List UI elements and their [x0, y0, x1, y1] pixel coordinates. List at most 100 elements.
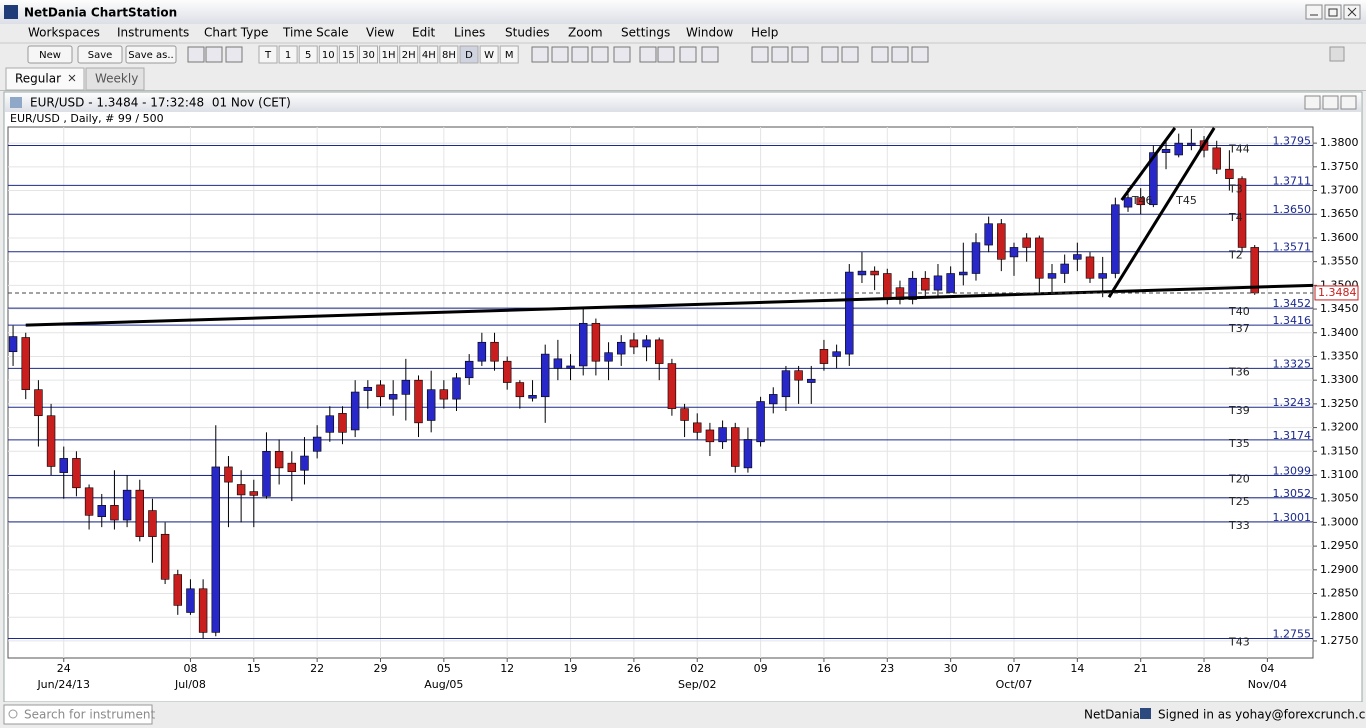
period-button[interactable]: [419, 45, 439, 64]
toolbar-icon[interactable]: [911, 46, 929, 63]
annotation: T46: [1131, 194, 1153, 207]
candle-body: [629, 339, 639, 348]
tab-label: Weekly: [95, 72, 138, 86]
y-tick-label: 1.3050: [1320, 492, 1359, 505]
trendline: [25, 283, 1313, 327]
menu-item[interactable]: Workspaces: [28, 26, 100, 40]
minimize[interactable]: [1305, 4, 1323, 20]
candle-body: [553, 358, 563, 369]
toolbar-icon[interactable]: [891, 46, 909, 63]
y-tick-label: 1.3800: [1320, 136, 1359, 149]
level-value: 1.3416: [1273, 314, 1312, 327]
close[interactable]: [1340, 95, 1357, 110]
maximize[interactable]: [1322, 95, 1339, 110]
period-button[interactable]: [258, 45, 278, 64]
app-icon: [4, 5, 18, 19]
toolbar-icon[interactable]: [701, 46, 719, 63]
candle-body: [1060, 263, 1069, 274]
candle-body: [819, 349, 829, 364]
menu-item[interactable]: View: [366, 26, 395, 40]
toolbar-icon[interactable]: [551, 46, 569, 63]
period-button[interactable]: [379, 45, 399, 64]
tab-close[interactable]: [68, 74, 76, 82]
toolbar-button[interactable]: [77, 45, 123, 64]
menu-item[interactable]: Lines: [454, 26, 485, 40]
level-name: T2: [1228, 249, 1243, 262]
x-date-label: Aug/05: [424, 678, 463, 691]
menu-item[interactable]: Time Scale: [282, 26, 348, 40]
period-button[interactable]: [278, 45, 298, 64]
menu-item[interactable]: Chart Type: [204, 26, 268, 40]
tab-label: Regular: [15, 72, 61, 86]
period-button[interactable]: [459, 45, 479, 64]
x-tick-label: 15: [247, 662, 261, 675]
period-button[interactable]: [439, 45, 459, 64]
toolbar-icon[interactable]: [591, 46, 609, 63]
menu-item[interactable]: Window: [686, 26, 734, 40]
period-label: M: [505, 50, 514, 61]
menu-item[interactable]: Help: [751, 26, 778, 40]
toolbar-icon[interactable]: [679, 46, 697, 63]
signed-in: Signed in as yohay@forexcrunch.com: [1158, 708, 1366, 722]
toolbar-icon[interactable]: [771, 46, 789, 63]
trendline: [1107, 127, 1216, 298]
toolbar-button[interactable]: [27, 45, 73, 64]
period-button[interactable]: [359, 45, 378, 64]
candle-body: [781, 370, 791, 398]
level-name: T25: [1228, 495, 1250, 508]
period-button[interactable]: [479, 45, 499, 64]
menu-item[interactable]: Settings: [621, 26, 670, 40]
toolbar-icon[interactable]: [187, 46, 205, 63]
period-label: T: [264, 50, 272, 61]
toolbar-icon[interactable]: [571, 46, 589, 63]
candle-body: [502, 360, 512, 383]
period-button[interactable]: [499, 45, 519, 64]
candle-body: [731, 427, 740, 467]
toolbar-icon[interactable]: [205, 46, 223, 63]
candle-body: [845, 271, 854, 355]
level-name: T35: [1228, 437, 1250, 450]
toolbar-icon[interactable]: [613, 46, 631, 63]
x-date-label: Nov/04: [1248, 678, 1287, 691]
level-value: 1.3052: [1273, 487, 1312, 500]
maximize[interactable]: [1324, 4, 1342, 20]
menu-item[interactable]: Zoom: [568, 26, 603, 40]
toolbar-icon[interactable]: [531, 46, 549, 63]
toolbar-icon[interactable]: [657, 46, 675, 63]
x-tick-label: 19: [564, 662, 578, 675]
candle-body: [122, 489, 132, 521]
minimize[interactable]: [1304, 95, 1321, 110]
candle-body: [262, 450, 271, 497]
tab[interactable]: [85, 67, 145, 91]
candle-body: [46, 415, 56, 467]
toolbar-icon[interactable]: [871, 46, 889, 63]
menu-item[interactable]: Edit: [412, 26, 436, 40]
chart-window-controls: [1304, 95, 1357, 110]
period-button[interactable]: [399, 45, 419, 64]
period-button[interactable]: [338, 45, 358, 64]
search-box[interactable]: [3, 704, 153, 725]
window-controls: [1305, 4, 1361, 20]
title-bar: [0, 0, 1366, 24]
menu-item[interactable]: Instruments: [117, 26, 189, 40]
search-placeholder: Search for instrument: [24, 708, 155, 722]
candle-body: [160, 533, 170, 580]
toolbar-icon[interactable]: [639, 46, 657, 63]
toolbar-icon[interactable]: [751, 46, 769, 63]
toolbar-button[interactable]: [125, 45, 177, 64]
brand: NetDania: [1084, 708, 1140, 722]
toolbar-icon[interactable]: [225, 46, 243, 63]
panel-toggle[interactable]: [1329, 46, 1345, 62]
menu-item[interactable]: Studies: [505, 26, 550, 40]
period-button[interactable]: [298, 45, 318, 64]
candle-body: [959, 271, 968, 276]
x-tick-label: 24: [57, 662, 71, 675]
period-button[interactable]: [318, 45, 338, 64]
candle-body: [591, 322, 601, 362]
toolbar-icon[interactable]: [791, 46, 809, 63]
toolbar-icon[interactable]: [841, 46, 859, 63]
level-name: T37: [1228, 322, 1250, 335]
toolbar-icon[interactable]: [821, 46, 839, 63]
tab[interactable]: [5, 67, 85, 91]
